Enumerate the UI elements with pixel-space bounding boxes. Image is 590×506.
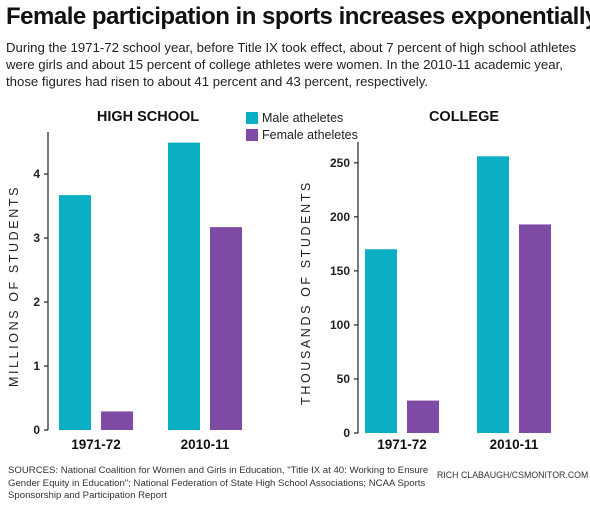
col-y-tick-label-0: 0	[343, 426, 350, 440]
legend-swatch-male	[246, 111, 258, 124]
chart-subtext: During the 1971-72 school year, before T…	[6, 40, 577, 89]
hs-bar-male-1	[168, 142, 200, 430]
col-y-tick-label-2: 100	[330, 318, 350, 332]
hs-bar-male-0	[59, 195, 91, 430]
col-y-axis-label: THOUSANDS OF STUDENTS	[299, 180, 313, 405]
hs-category-label-0: 1971-72	[71, 437, 121, 452]
col-y-tick-label-4: 200	[330, 210, 350, 224]
legend: Male atheletes Female atheletes	[246, 109, 358, 143]
legend-label-female: Female atheletes	[262, 127, 358, 142]
chart-headline: Female participation in sports increases…	[6, 3, 590, 30]
col-y-tick-label-5: 250	[330, 156, 350, 170]
high-school-chart: HIGH SCHOOL MILLIONS OF STUDENTS 0 1 2 3 4 1971…	[7, 109, 242, 452]
sources-note: SOURCES: National Coalition for Women an…	[8, 465, 429, 501]
col-y-tick-label-1: 50	[337, 372, 351, 386]
hs-y-tick-label-0: 0	[33, 423, 40, 437]
legend-item-male: Male atheletes	[246, 109, 358, 126]
hs-y-tick-label-4: 4	[33, 167, 40, 181]
college-chart: COLLEGE THOUSANDS OF STUDENTS 0 50 100 150 200…	[299, 109, 551, 452]
col-category-label-0: 1971-72	[377, 437, 427, 452]
hs-bar-female-0	[101, 411, 133, 430]
col-category-label-1: 2010-11	[490, 437, 539, 452]
legend-item-female: Female atheletes	[246, 126, 358, 143]
col-chart-title: COLLEGE	[429, 109, 499, 125]
hs-y-tick-label-1: 1	[33, 359, 40, 373]
hs-chart-title: HIGH SCHOOL	[97, 109, 199, 125]
hs-y-axis-label: MILLIONS OF STUDENTS	[7, 185, 21, 387]
col-bar-female-0	[407, 400, 439, 433]
credit-line: RICH CLABAUGH/CSMONITOR.COM	[437, 470, 589, 480]
col-y-tick-label-3: 150	[330, 264, 350, 278]
hs-y-tick-label-3: 3	[33, 231, 40, 245]
col-bar-male-0	[365, 249, 397, 433]
hs-bar-female-1	[210, 227, 242, 430]
legend-label-male: Male atheletes	[262, 110, 344, 125]
hs-y-tick-label-2: 2	[33, 295, 40, 309]
col-bar-female-1	[519, 224, 551, 433]
col-bar-male-1	[477, 156, 509, 434]
legend-swatch-female	[246, 128, 258, 141]
hs-category-label-1: 2010-11	[181, 437, 230, 452]
